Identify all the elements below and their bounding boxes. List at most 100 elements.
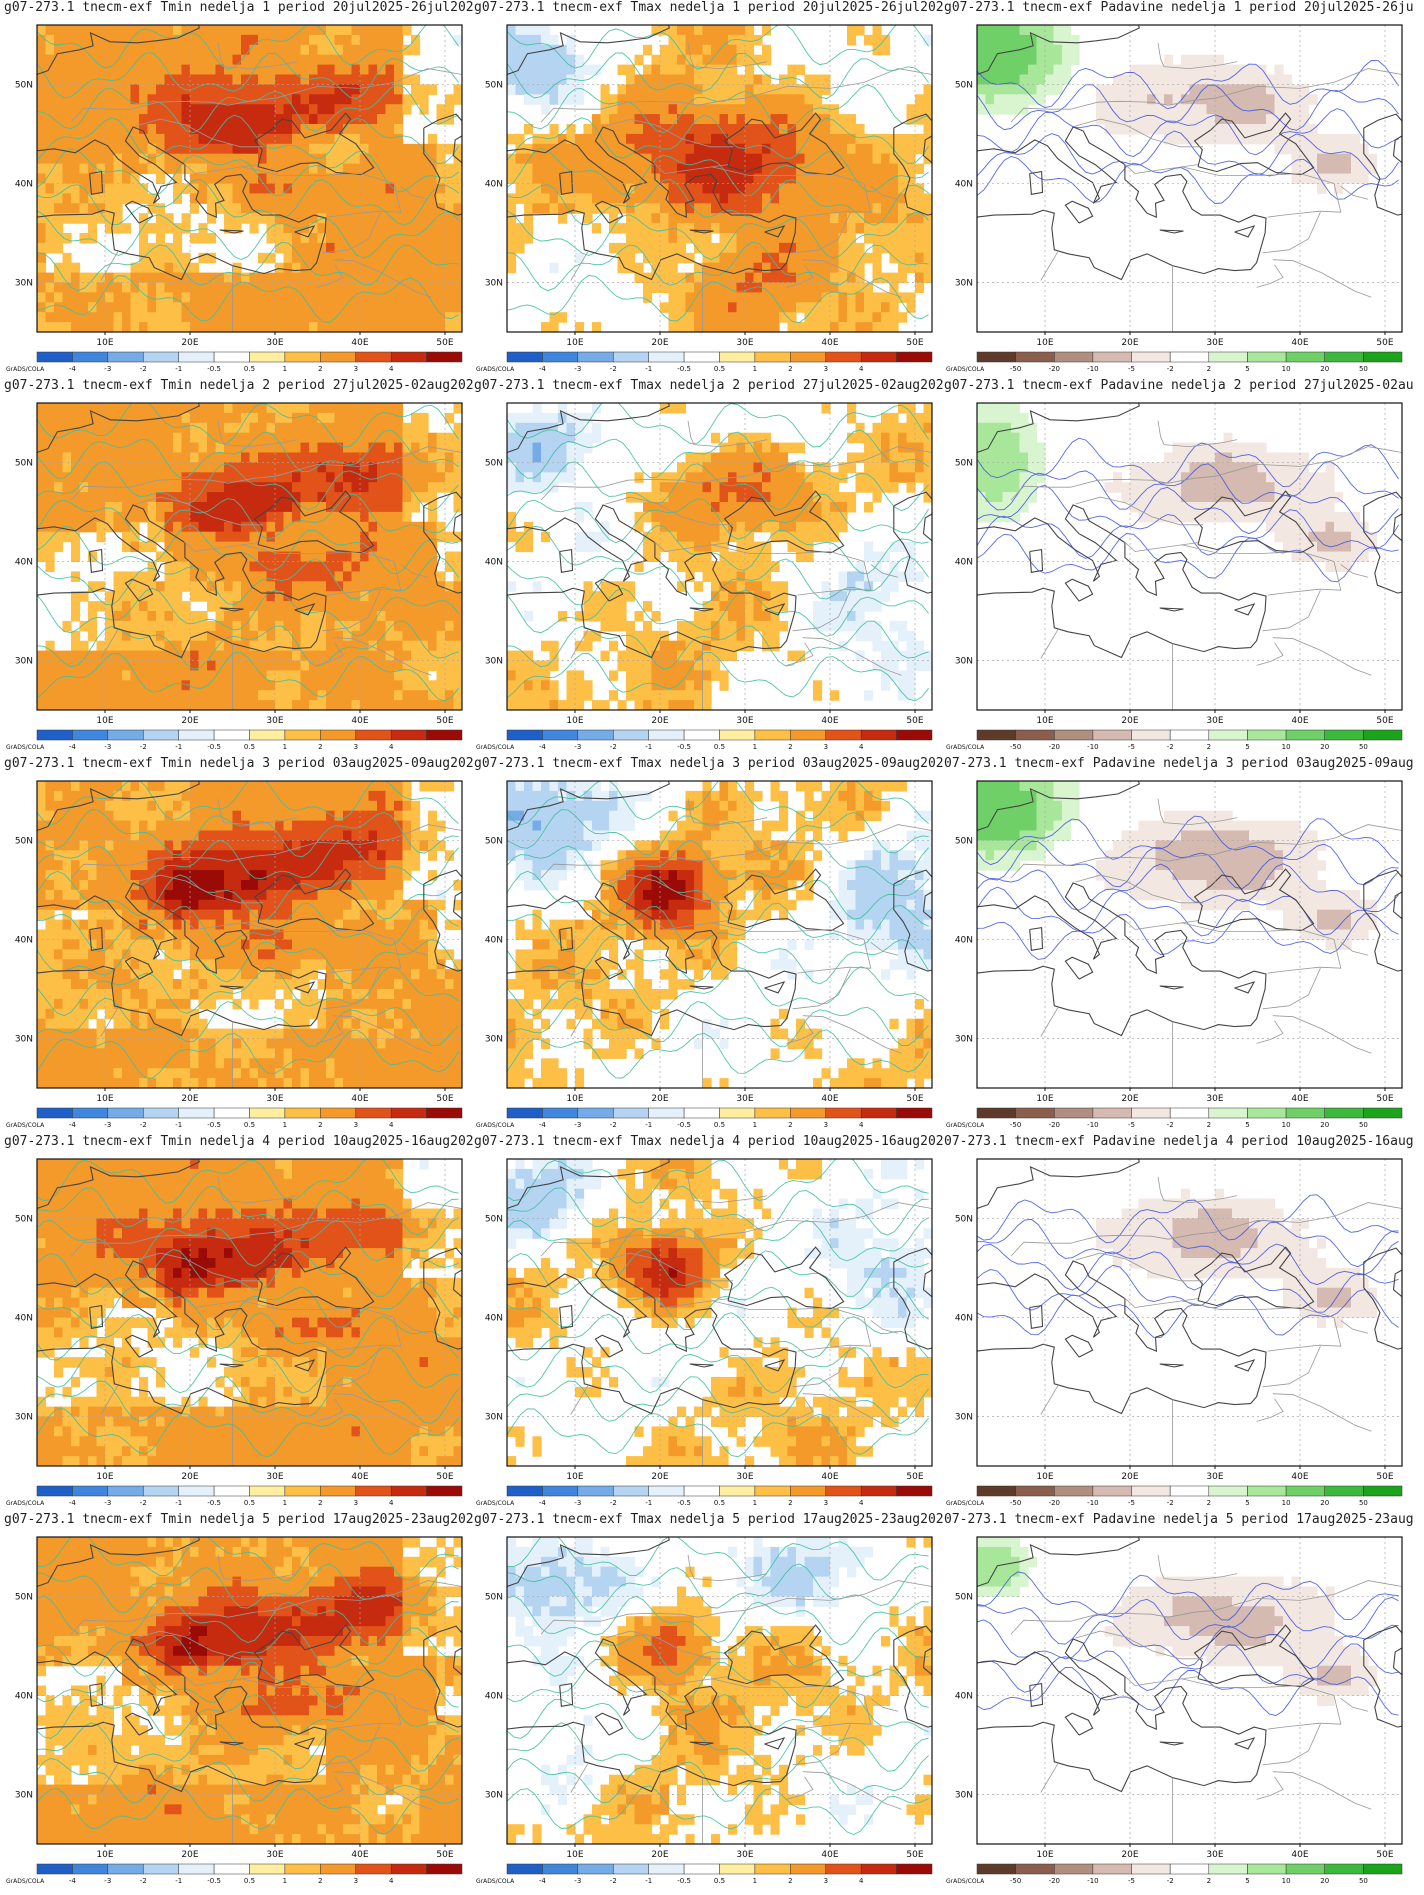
colorbar-label: 3 [824, 1499, 828, 1507]
colorbar: -4 -3 -2 -1 -0.5 0.5 1 2 3 4 GrADS/COLA [6, 1107, 463, 1129]
lon-tick-label: 50E [906, 338, 923, 348]
colorbar-swatch [355, 1485, 392, 1497]
panel-title: g07-273.1 tnecm-exf Tmax nedelja 3 perio… [474, 756, 944, 771]
lon-tick-label: 40E [1291, 1472, 1308, 1482]
colorbar-swatch [790, 351, 826, 363]
map-panel-tmax-week-3: g07-273.1 tnecm-exf Tmax nedelja 3 perio… [474, 756, 944, 1134]
colorbar-swatch [683, 729, 720, 741]
map-tmax-week-1: 10E 20E 30E 40E 50E 50N 40N 30N -4 -3 -2 -1 -0.5 0.5 1… [476, 24, 933, 373]
colorbar-swatch [1092, 1107, 1132, 1119]
colorbar-label: 20 [1320, 1877, 1329, 1885]
colorbar-label: 4 [859, 743, 864, 751]
colorbar-label: -4 [69, 1121, 77, 1129]
colorbar-swatch [320, 351, 356, 363]
lon-tick-label: 20E [651, 1094, 668, 1104]
colorbar-swatch [1015, 1485, 1055, 1497]
isolines [977, 815, 1399, 960]
colorbar-label: -5 [1128, 365, 1135, 373]
lon-tick-label: 10E [1036, 338, 1053, 348]
colorbar-label: -1 [175, 365, 182, 373]
lat-tick-label: 30N [485, 1034, 503, 1044]
colorbar-swatch [426, 729, 463, 741]
lon-tick-label: 30E [1206, 1850, 1223, 1860]
lat-tick-label: 50N [955, 1214, 973, 1224]
colorbar-swatch [896, 729, 933, 741]
grads-credit: GrADS/COLA [6, 1878, 45, 1885]
colorbar-label: -0.5 [677, 1121, 691, 1129]
grads-credit: GrADS/COLA [476, 1878, 515, 1885]
colorbar-label: 4 [389, 743, 394, 751]
colorbar-label: -5 [1128, 743, 1135, 751]
colorbar: -4 -3 -2 -1 -0.5 0.5 1 2 3 4 GrADS/COLA [476, 351, 933, 373]
colorbar-swatch [143, 1107, 179, 1119]
colorbar-swatch [249, 729, 286, 741]
colorbar-label: -2 [1167, 1121, 1174, 1129]
colorbar-label: -20 [1049, 1121, 1060, 1129]
colorbar-label: 0.5 [244, 1121, 255, 1129]
colorbar-swatch [1054, 1107, 1094, 1119]
colorbar: -4 -3 -2 -1 -0.5 0.5 1 2 3 4 GrADS/COLA [6, 1863, 463, 1885]
lat-tick-label: 30N [485, 1412, 503, 1422]
lon-tick-label: 40E [821, 338, 838, 348]
anomaly-field [507, 403, 932, 710]
map-precip-week-4: 10E 20E 30E 40E 50E 50N 40N 30N -50 -20 -10 -5 -2 2 5 1… [946, 1158, 1403, 1507]
lon-tick-label: 30E [266, 716, 283, 726]
colorbar-label: -4 [539, 1121, 547, 1129]
colorbar-label: 2 [1207, 365, 1211, 373]
colorbar-swatch [143, 729, 179, 741]
lat-tick-label: 30N [955, 1412, 973, 1422]
colorbar-swatch [1208, 1107, 1248, 1119]
colorbar-label: 10 [1282, 1877, 1291, 1885]
lon-tick-label: 10E [566, 1472, 583, 1482]
map-precip-week-3: 10E 20E 30E 40E 50E 50N 40N 30N -50 -20 -10 -5 -2 2 5 1… [946, 780, 1403, 1129]
colorbar-label: -3 [574, 365, 581, 373]
lat-tick-label: 50N [485, 1592, 503, 1602]
colorbar-swatch [1247, 1485, 1287, 1497]
lon-tick-label: 50E [436, 1094, 453, 1104]
colorbar-swatch [178, 1863, 215, 1875]
colorbar-swatch [1324, 729, 1364, 741]
colorbar-label: -5 [1128, 1877, 1135, 1885]
colorbar-label: 0.5 [714, 743, 725, 751]
colorbar-swatch [390, 1107, 427, 1119]
colorbar-label: -2 [140, 743, 147, 751]
colorbar-swatch [390, 351, 427, 363]
lat-tick-label: 40N [15, 557, 33, 567]
colorbar-swatch [896, 351, 933, 363]
lon-tick-label: 50E [906, 1094, 923, 1104]
lon-tick-label: 30E [266, 1472, 283, 1482]
colorbar-label: 2 [788, 743, 792, 751]
coastlines [977, 403, 1402, 710]
colorbar-swatch [284, 351, 321, 363]
colorbar-label: -1 [645, 1499, 652, 1507]
colorbar-swatch [1131, 1485, 1171, 1497]
lon-tick-label: 10E [96, 716, 113, 726]
colorbar-swatch [72, 351, 109, 363]
colorbar-label: 5 [1245, 365, 1249, 373]
colorbar-label: 20 [1320, 365, 1329, 373]
graticule [37, 25, 462, 332]
colorbar-label: 2 [318, 743, 322, 751]
grads-credit: GrADS/COLA [476, 1500, 515, 1507]
colorbar-label: -2 [1167, 1877, 1174, 1885]
lon-tick-label: 40E [351, 716, 368, 726]
graticule [977, 25, 1402, 332]
colorbar-swatch [506, 351, 543, 363]
colorbar-swatch [107, 729, 144, 741]
lon-tick-label: 40E [821, 1094, 838, 1104]
colorbar-label: -2 [140, 365, 147, 373]
colorbar-label: -20 [1049, 743, 1060, 751]
colorbar-swatch [754, 729, 791, 741]
lat-tick-label: 40N [15, 935, 33, 945]
lat-tick-label: 30N [15, 1790, 33, 1800]
lon-tick-label: 30E [736, 716, 753, 726]
map-tmin-week-4: 10E 20E 30E 40E 50E 50N 40N 30N -4 -3 -2 -1 -0.5 0.5 1… [6, 1158, 463, 1507]
colorbar-swatch [860, 1485, 897, 1497]
colorbar-label: 3 [354, 1499, 358, 1507]
isolines [507, 25, 929, 323]
colorbar-swatch [683, 351, 720, 363]
colorbar-label: 50 [1359, 743, 1368, 751]
lon-tick-label: 30E [736, 338, 753, 348]
lat-tick-label: 40N [955, 935, 973, 945]
colorbar-swatch [213, 1485, 250, 1497]
